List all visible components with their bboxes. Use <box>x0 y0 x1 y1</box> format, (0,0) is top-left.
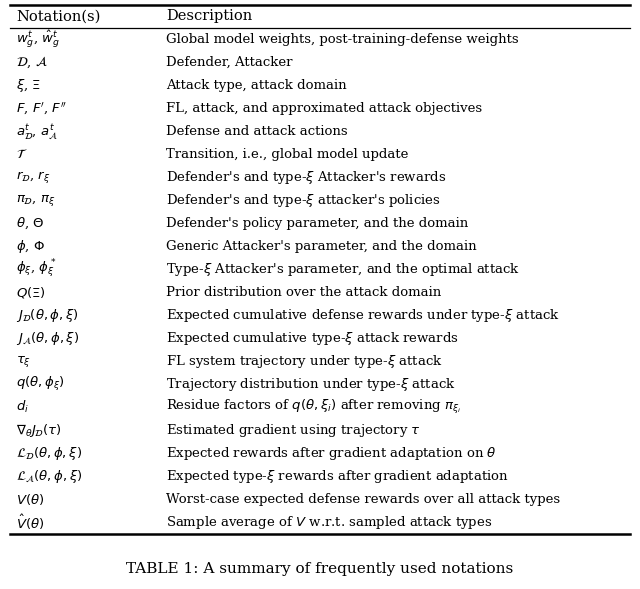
Text: Type-$\xi$ Attacker's parameter, and the optimal attack: Type-$\xi$ Attacker's parameter, and the… <box>166 261 520 278</box>
Text: $J_{\mathcal{D}}(\theta, \phi, \xi)$: $J_{\mathcal{D}}(\theta, \phi, \xi)$ <box>16 307 79 324</box>
Text: $\mathcal{T}$: $\mathcal{T}$ <box>16 148 28 161</box>
Text: $\nabla_{\theta} J_{\mathcal{D}}(\tau)$: $\nabla_{\theta} J_{\mathcal{D}}(\tau)$ <box>16 422 62 439</box>
Text: Description: Description <box>166 9 253 24</box>
Text: Trajectory distribution under type-$\xi$ attack: Trajectory distribution under type-$\xi$… <box>166 376 456 393</box>
Text: Expected cumulative defense rewards under type-$\xi$ attack: Expected cumulative defense rewards unde… <box>166 307 560 324</box>
Text: $\pi_{\mathcal{D}}$, $\pi_{\xi}$: $\pi_{\mathcal{D}}$, $\pi_{\xi}$ <box>16 193 56 208</box>
Text: $\phi$, $\Phi$: $\phi$, $\Phi$ <box>16 238 45 255</box>
Text: Defender's policy parameter, and the domain: Defender's policy parameter, and the dom… <box>166 217 468 230</box>
Text: Expected rewards after gradient adaptation on $\theta$: Expected rewards after gradient adaptati… <box>166 445 497 462</box>
Text: $J_{\mathcal{A}}(\theta, \phi, \xi)$: $J_{\mathcal{A}}(\theta, \phi, \xi)$ <box>16 330 79 347</box>
Text: $\mathcal{D}$, $\mathcal{A}$: $\mathcal{D}$, $\mathcal{A}$ <box>16 55 48 70</box>
Text: $r_{\mathcal{D}}$, $r_{\xi}$: $r_{\mathcal{D}}$, $r_{\xi}$ <box>16 169 51 186</box>
Text: $V(\theta)$: $V(\theta)$ <box>16 492 44 507</box>
Text: $\xi$, $\Xi$: $\xi$, $\Xi$ <box>16 77 41 94</box>
Text: $\hat{V}(\theta)$: $\hat{V}(\theta)$ <box>16 513 44 532</box>
Text: Global model weights, post-training-defense weights: Global model weights, post-training-defe… <box>166 33 519 46</box>
Text: Defender's and type-$\xi$ attacker's policies: Defender's and type-$\xi$ attacker's pol… <box>166 192 441 209</box>
Text: Sample average of $V$ w.r.t. sampled attack types: Sample average of $V$ w.r.t. sampled att… <box>166 514 493 531</box>
Text: Worst-case expected defense rewards over all attack types: Worst-case expected defense rewards over… <box>166 493 561 506</box>
Text: Prior distribution over the attack domain: Prior distribution over the attack domai… <box>166 286 442 299</box>
Text: $d_i$: $d_i$ <box>16 399 29 415</box>
Text: Defender's and type-$\xi$ Attacker's rewards: Defender's and type-$\xi$ Attacker's rew… <box>166 169 447 186</box>
Text: TABLE 1: A summary of frequently used notations: TABLE 1: A summary of frequently used no… <box>126 562 514 576</box>
Text: Defender, Attacker: Defender, Attacker <box>166 56 293 69</box>
Text: $\mathcal{L}_{\mathcal{A}}(\theta, \phi, \xi)$: $\mathcal{L}_{\mathcal{A}}(\theta, \phi,… <box>16 468 83 485</box>
Text: $w_g^t$, $\hat{w}_g^t$: $w_g^t$, $\hat{w}_g^t$ <box>16 28 60 50</box>
Text: $q(\theta, \phi_{\xi})$: $q(\theta, \phi_{\xi})$ <box>16 375 65 393</box>
Text: Expected type-$\xi$ rewards after gradient adaptation: Expected type-$\xi$ rewards after gradie… <box>166 468 509 485</box>
Text: $\mathcal{L}_{\mathcal{D}}(\theta, \phi, \xi)$: $\mathcal{L}_{\mathcal{D}}(\theta, \phi,… <box>16 445 82 462</box>
Text: $\phi_{\xi}$, $\phi_{\xi}^*$: $\phi_{\xi}$, $\phi_{\xi}^*$ <box>16 258 56 280</box>
Text: Transition, i.e., global model update: Transition, i.e., global model update <box>166 148 409 161</box>
Text: Residue factors of $q(\theta, \xi_i)$ after removing $\pi_{\xi_i}$: Residue factors of $q(\theta, \xi_i)$ af… <box>166 398 461 416</box>
Text: Expected cumulative type-$\xi$ attack rewards: Expected cumulative type-$\xi$ attack re… <box>166 330 459 347</box>
Text: $Q(\Xi)$: $Q(\Xi)$ <box>16 285 46 300</box>
Text: $\tau_{\xi}$: $\tau_{\xi}$ <box>16 354 31 369</box>
Text: FL system trajectory under type-$\xi$ attack: FL system trajectory under type-$\xi$ at… <box>166 353 443 370</box>
Text: $a_{\mathcal{D}}^t$, $a_{\mathcal{A}}^t$: $a_{\mathcal{D}}^t$, $a_{\mathcal{A}}^t$ <box>16 122 58 141</box>
Text: $F$, $F'$, $F''$: $F$, $F'$, $F''$ <box>16 100 67 116</box>
Text: $\theta$, $\Theta$: $\theta$, $\Theta$ <box>16 216 44 231</box>
Text: Generic Attacker's parameter, and the domain: Generic Attacker's parameter, and the do… <box>166 240 477 253</box>
Text: Notation(s): Notation(s) <box>16 9 100 24</box>
Text: FL, attack, and approximated attack objectives: FL, attack, and approximated attack obje… <box>166 102 483 115</box>
Text: Attack type, attack domain: Attack type, attack domain <box>166 79 347 92</box>
Text: Estimated gradient using trajectory $\tau$: Estimated gradient using trajectory $\ta… <box>166 422 421 439</box>
Text: Defense and attack actions: Defense and attack actions <box>166 125 348 138</box>
